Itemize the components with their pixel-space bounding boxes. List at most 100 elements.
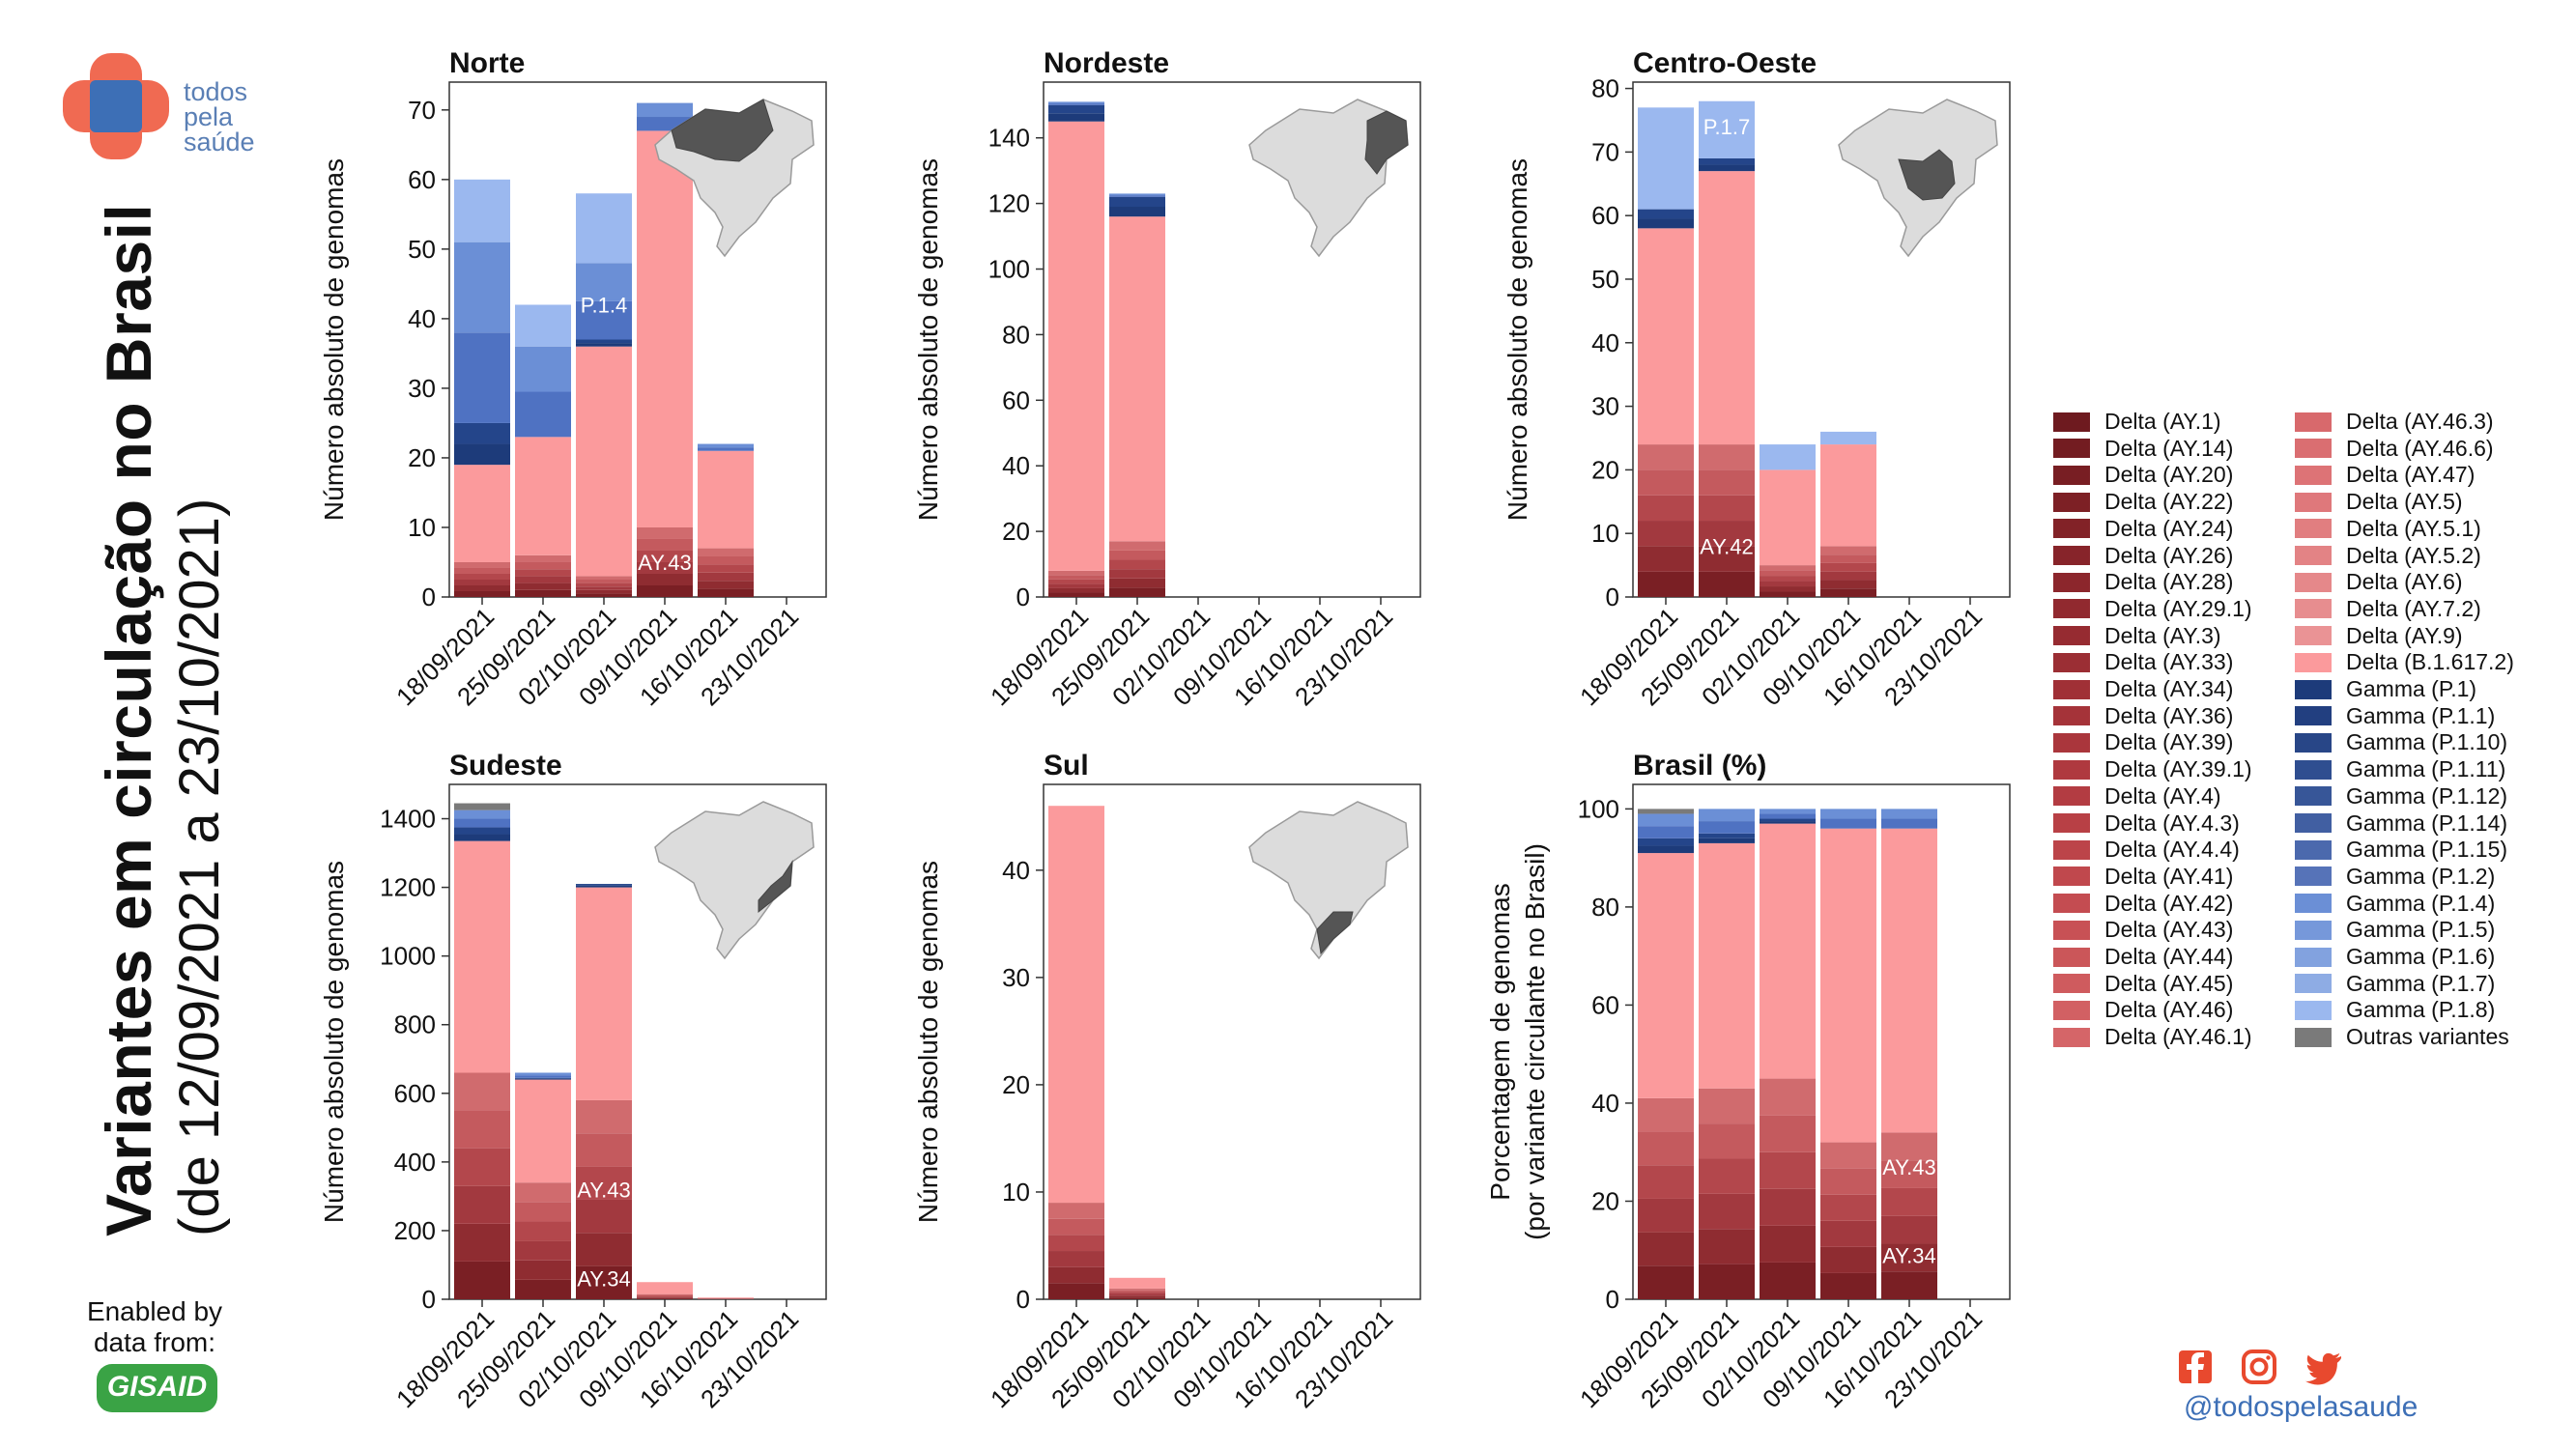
legend-swatch [2053,813,2090,833]
bar-segment [1820,818,1876,829]
bar-segment [515,1240,571,1261]
bar-segment [1820,828,1876,1143]
gisaid-logo: GISAID [97,1364,217,1412]
legend-swatch [2053,412,2090,432]
y-tick-label: 1400 [380,805,436,834]
bar-segment [637,550,693,562]
legend-swatch [2053,1000,2090,1020]
bar-segment [1638,813,1694,827]
legend-item: Delta (AY.4.3) [2053,810,2240,837]
bar-segment [454,567,510,574]
bar-segment [576,887,632,1100]
y-tick-label: 60 [1591,990,1619,1019]
bar-segment [454,803,510,810]
y-tick-label: 0 [1016,1285,1030,1314]
bar-segment [637,102,693,118]
bar-segment [1638,826,1694,838]
y-tick-label: 30 [1591,392,1619,421]
bar-segment [1638,1198,1694,1233]
legend-swatch [2295,439,2332,459]
bar-segment [515,1260,571,1280]
legend-item: Delta (AY.5.2) [2295,543,2481,569]
legend-label: Gamma (P.1.10) [2346,729,2508,755]
facebook-icon[interactable] [2179,1350,2212,1383]
legend-label: Delta (AY.46.1) [2104,1024,2252,1050]
legend-label: Delta (B.1.617.2) [2346,649,2514,675]
legend-item: Delta (AY.4) [2053,783,2221,810]
bar-segment [454,573,510,580]
bar-annotation: P.1.4 [581,293,628,317]
bar-segment [515,437,571,555]
legend-swatch [2295,626,2332,646]
chart-nordeste: Nordeste 0 20 40 60 80 100 120 140 Número absolut… [913,47,1421,711]
legend-swatch [2053,867,2090,887]
bar-segment [1760,469,1816,566]
bar-segment [1760,586,1816,592]
bar-segment [454,818,510,828]
legend-swatch [2053,839,2090,860]
bar-segment [1881,809,1937,819]
legend-item: Delta (AY.47) [2295,462,2475,488]
y-tick-label: 0 [1606,1285,1619,1314]
bar-segment [698,581,754,589]
bar-segment [515,561,571,570]
y-tick-label: 600 [394,1079,436,1108]
bar-segment [1048,1218,1104,1236]
bar-segment [1699,444,1755,470]
y-axis-label-secondary: (por variante circulante no Brasil) [1520,843,1550,1240]
legend-label: Delta (AY.5) [2346,489,2463,515]
chart-title: Nordeste [1044,47,1169,79]
bar-segment [1109,216,1165,542]
bar-segment [1760,1262,1816,1299]
legend-label: Delta (AY.4) [2104,782,2221,809]
bar-segment [1638,845,1694,854]
legend-swatch [2053,572,2090,592]
legend-swatch [2053,974,2090,994]
legend-swatch [2295,599,2332,619]
legend: Delta (AY.1) Delta (AY.14) Delta (AY.20) De… [2053,409,2556,1056]
legend-item: Delta (AY.33) [2053,649,2233,675]
highlighted-region-icon [671,99,774,162]
instagram-icon[interactable] [2242,1350,2276,1384]
legend-item: Delta (AY.29.1) [2053,596,2252,622]
bar-segment [1881,828,1937,1133]
y-tick-label: 400 [394,1148,436,1177]
y-tick-label: 0 [1606,582,1619,611]
bar-segment [1638,1097,1694,1132]
legend-label: Delta (AY.42) [2104,890,2234,916]
legend-item: Delta (AY.42) [2053,891,2233,917]
legend-label: Delta (AY.41) [2104,863,2234,889]
highlighted-region-icon [1898,149,1956,201]
legend-swatch [2295,947,2332,967]
bar-segment [576,193,632,264]
y-tick-label: 80 [1591,893,1619,922]
bar-segment [1699,521,1755,547]
bar-segment [698,447,754,451]
social-handle[interactable]: @todospelasaude [2184,1391,2419,1423]
bar-segment [637,1282,693,1294]
bar-segment [1760,565,1816,571]
legend-item: Delta (AY.41) [2053,864,2233,890]
bar-segment [1638,1232,1694,1266]
legend-item: Delta (AY.5) [2295,489,2463,515]
bar-segment [1109,550,1165,560]
legend-item: Gamma (P.1.12) [2295,783,2507,810]
bar-segment [576,1166,632,1200]
y-axis-label: Porcentagem de genomas [1485,883,1515,1200]
legend-swatch [2295,732,2332,753]
legend-item: Gamma (P.1.7) [2295,971,2495,997]
bar-annotation: P.1.7 [1703,115,1751,139]
legend-swatch [2053,679,2090,699]
bar-segment [1699,809,1755,822]
bar-segment [1638,228,1694,445]
bar-segment [1109,587,1165,597]
bar-segment [576,593,632,597]
y-tick-label: 20 [1002,1070,1030,1099]
chart-centro-oeste: Centro-Oeste 0 10 20 30 40 50 60 70 80 Número abso… [1503,47,2011,711]
bar-segment [1820,1142,1876,1169]
bar-segment [1699,1229,1755,1264]
bar-segment [1820,431,1876,445]
twitter-icon[interactable] [2304,1352,2341,1385]
bar-segment [637,573,693,585]
